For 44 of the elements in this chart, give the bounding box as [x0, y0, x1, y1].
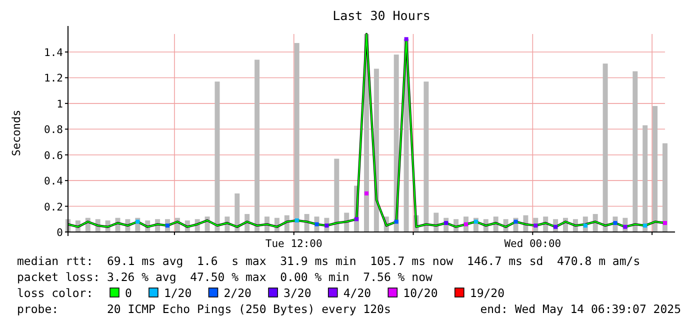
point: [394, 220, 398, 224]
point: [663, 221, 667, 225]
y-tick-label: 1.4: [44, 47, 63, 59]
bar: [234, 193, 240, 232]
legend-label: 4/20: [343, 286, 372, 300]
y-tick-label: 0.4: [44, 176, 63, 188]
text: probe: 20 ICMP Echo Pings (250 Bytes) every 120s: [17, 302, 391, 316]
bar: [294, 43, 300, 232]
point: [354, 217, 359, 222]
legend-title: loss color:: [17, 286, 94, 300]
bar: [662, 143, 668, 232]
point: [474, 220, 478, 224]
legend-label: 19/20: [470, 286, 505, 300]
legend-label: 3/20: [284, 286, 312, 300]
point: [294, 218, 299, 222]
chart-title: Last 30 Hours: [332, 8, 430, 23]
legend-label: 2/20: [224, 286, 252, 300]
y-axis-title: Seconds: [10, 110, 23, 156]
x-tick-label: Tue 12:00: [265, 238, 322, 250]
bar: [652, 106, 658, 232]
y-tick-label: 0.2: [44, 201, 63, 214]
text: packet loss: 3.26 % avg 47.50 % max 0.00 % min 7.56 % now: [17, 270, 432, 284]
text: end: Wed May 14 06:39:07 2025: [480, 302, 681, 316]
legend-label: 0: [125, 286, 132, 300]
bar: [602, 64, 608, 232]
legend-label: 10/20: [403, 286, 438, 300]
point: [514, 220, 518, 224]
point: [643, 224, 648, 228]
bar: [424, 82, 429, 232]
y-tick-label: 0: [56, 227, 63, 239]
bar: [632, 71, 638, 232]
point: [364, 191, 368, 196]
x-tick-label: Wed 00:00: [504, 238, 562, 250]
legend-label: 1/20: [164, 286, 192, 300]
text: median rtt: 69.1 ms avg 1.6 s max 31.9 ms min 105.7 ms now 146.7 ms sd 470.8 m am/s: [17, 254, 640, 268]
bar: [334, 158, 340, 232]
bar: [254, 60, 260, 232]
point: [136, 220, 140, 224]
y-tick-label: 0.6: [44, 150, 63, 162]
bar: [642, 125, 648, 232]
point: [404, 37, 408, 42]
y-tick-label: 1.2: [44, 72, 63, 85]
y-tick-label: 1: [56, 98, 63, 110]
y-tick-label: 0.8: [44, 124, 63, 136]
